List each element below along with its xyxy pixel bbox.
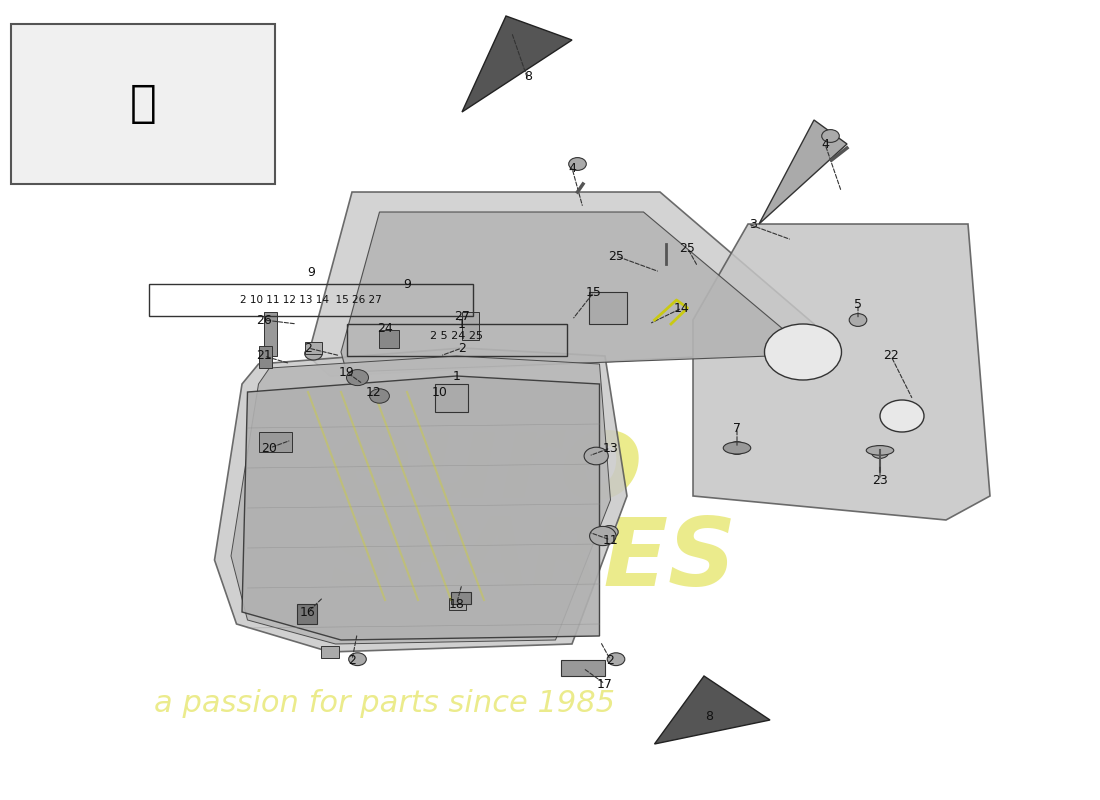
Circle shape [607,653,625,666]
Text: 12: 12 [366,386,382,398]
Text: 27: 27 [454,310,470,322]
Text: 2: 2 [348,654,356,666]
Circle shape [822,130,839,142]
Text: 7: 7 [733,422,741,434]
Bar [561,660,605,676]
Text: 21: 21 [256,350,272,362]
Text: SPARES: SPARES [330,514,737,606]
Polygon shape [759,120,847,224]
Polygon shape [341,212,786,372]
Bar [305,342,322,354]
Text: 2: 2 [458,342,466,354]
Text: 24: 24 [377,322,393,334]
Circle shape [849,314,867,326]
Bar [264,312,277,356]
Polygon shape [462,16,572,112]
Bar [148,284,473,316]
Text: 8: 8 [524,70,532,82]
Circle shape [349,653,366,666]
Circle shape [871,446,889,458]
Circle shape [728,442,746,454]
Text: euro: euro [330,406,645,522]
Circle shape [880,400,924,432]
Bar [462,312,478,340]
Text: 25: 25 [680,242,695,254]
Circle shape [370,389,389,403]
Bar [258,432,292,452]
Text: 2 10 11 12 13 14  15 26 27: 2 10 11 12 13 14 15 26 27 [240,295,382,305]
Circle shape [601,526,618,538]
Text: 23: 23 [872,474,888,486]
FancyBboxPatch shape [11,24,275,184]
Text: 8: 8 [705,710,714,722]
Bar [449,598,466,610]
Text: 9: 9 [403,278,411,290]
Text: 3: 3 [749,218,758,230]
Bar [346,324,566,356]
Text: 15: 15 [586,286,602,298]
Text: 13: 13 [603,442,618,454]
Bar [451,592,471,604]
Text: 9: 9 [307,266,315,278]
Text: 4: 4 [568,162,576,174]
Text: 4: 4 [821,138,829,150]
Text: 18: 18 [449,598,464,610]
Text: 1: 1 [452,370,461,382]
Text: 25: 25 [608,250,624,262]
Text: 2: 2 [606,654,615,666]
Text: 10: 10 [432,386,448,398]
Text: 14: 14 [674,302,690,314]
Circle shape [584,447,608,465]
Text: 22: 22 [883,350,899,362]
Text: 16: 16 [300,606,316,618]
Bar [258,346,272,368]
Text: 20: 20 [262,442,277,454]
Circle shape [764,324,842,380]
Text: 11: 11 [603,534,618,546]
Text: 🚗: 🚗 [130,82,156,126]
Text: 17: 17 [597,678,613,690]
Text: 2 5 24 25: 2 5 24 25 [430,331,483,341]
Polygon shape [242,376,600,640]
Ellipse shape [867,446,893,455]
Polygon shape [231,356,611,644]
Circle shape [569,158,586,170]
Text: 19: 19 [339,366,354,378]
Polygon shape [693,224,990,520]
Bar [321,646,339,658]
Text: a passion for parts since 1985: a passion for parts since 1985 [154,690,615,718]
Circle shape [305,347,322,360]
Polygon shape [214,348,627,652]
Circle shape [590,526,616,546]
Text: 2: 2 [304,342,312,354]
Bar [434,384,468,412]
Ellipse shape [724,442,750,454]
Polygon shape [308,192,814,376]
Circle shape [346,370,368,386]
Text: 26: 26 [256,314,272,326]
Text: 1: 1 [458,318,466,330]
Bar [588,292,627,324]
Text: 5: 5 [854,298,862,310]
Bar [297,604,317,624]
Bar [379,330,399,348]
Polygon shape [654,676,770,744]
